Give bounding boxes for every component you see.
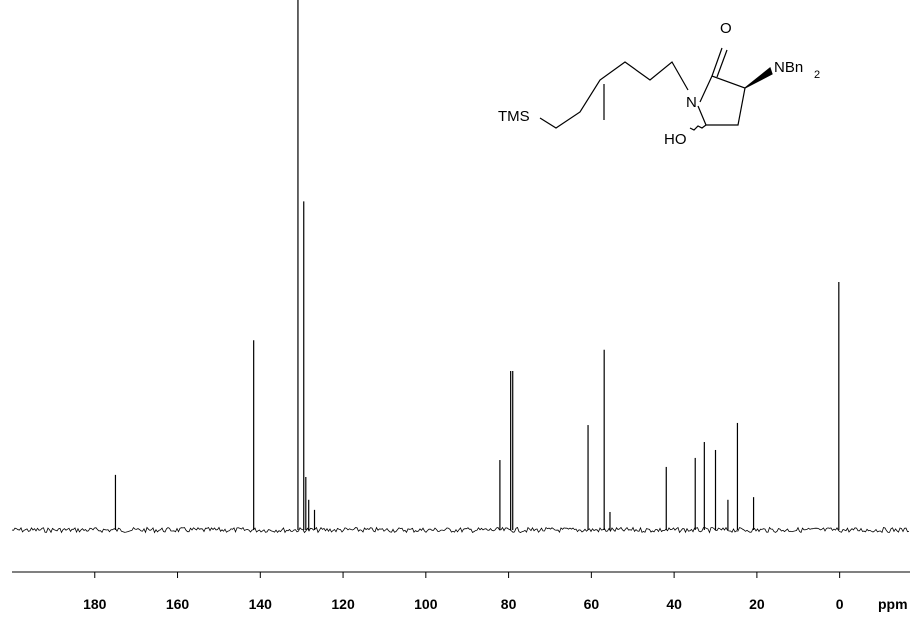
atom-label: NBn: [774, 59, 803, 76]
atom-label: TMS: [498, 108, 530, 125]
ring-bond: [697, 75, 746, 126]
atom-label: O: [720, 20, 732, 37]
x-tick-label: 60: [584, 596, 600, 612]
carbonyl-bond: [711, 47, 723, 77]
x-tick-label: 80: [501, 596, 517, 612]
x-tick-label: 100: [414, 596, 438, 612]
atom-label: N: [686, 94, 697, 111]
wavy-bond: [689, 124, 707, 131]
x-tick-label: 160: [166, 596, 190, 612]
x-tick-label: 140: [249, 596, 273, 612]
x-tick-label: 0: [836, 596, 844, 612]
x-tick-label: 20: [749, 596, 765, 612]
atom-label: 2: [814, 69, 820, 81]
chain-bond: [539, 61, 689, 129]
carbonyl-bond: [716, 49, 728, 78]
molecule-structure: [539, 47, 773, 131]
x-tick-label: 120: [331, 596, 355, 612]
atom-label: HO: [664, 131, 687, 148]
wedge-bond: [744, 66, 773, 89]
x-tick-label: 180: [83, 596, 107, 612]
x-tick-label: 40: [666, 596, 682, 612]
baseline-noise: [11, 526, 910, 534]
x-axis-label: ppm: [878, 596, 908, 612]
